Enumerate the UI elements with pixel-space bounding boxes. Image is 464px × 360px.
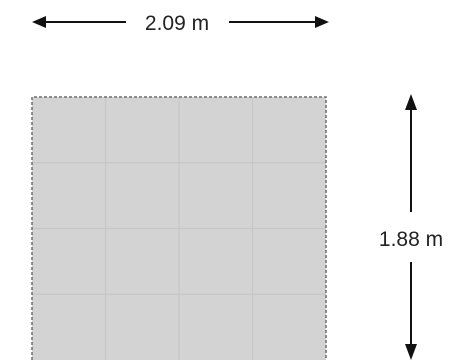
- width-arrowhead-right: [315, 16, 329, 28]
- floor-area: [31, 96, 327, 360]
- height-arrowhead-top: [405, 94, 417, 110]
- tile-grid: [32, 97, 326, 360]
- width-dimension: 2.09 m: [32, 12, 329, 35]
- height-label: 1.88 m: [379, 228, 443, 251]
- height-dimension: 1.88 m: [379, 94, 443, 360]
- width-arrowhead-left: [32, 16, 46, 28]
- floor-border: [31, 96, 327, 360]
- width-label: 2.09 m: [145, 12, 209, 35]
- height-arrowhead-bottom: [405, 344, 417, 360]
